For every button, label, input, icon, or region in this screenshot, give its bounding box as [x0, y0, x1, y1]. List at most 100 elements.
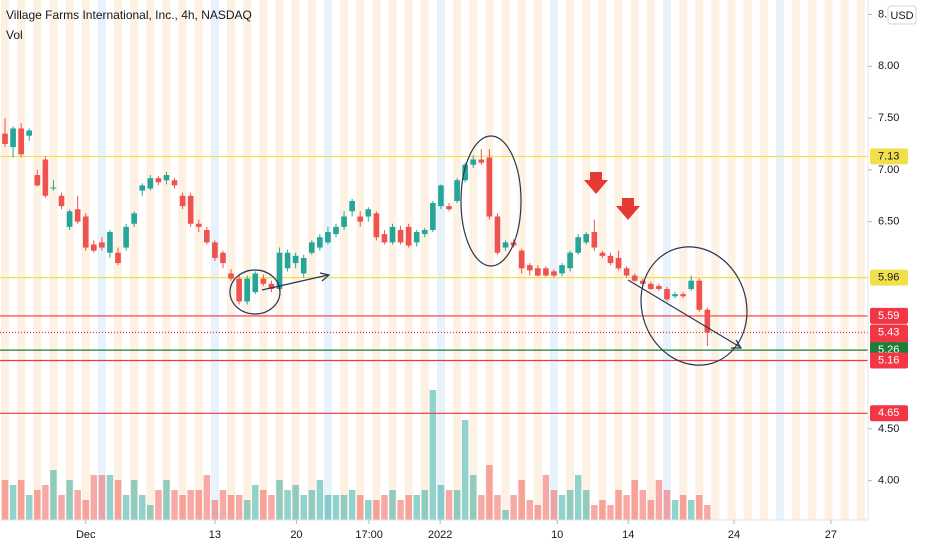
volume-bar	[139, 495, 146, 520]
candle-body	[470, 159, 477, 165]
session-band	[420, 0, 429, 520]
candle-body	[599, 252, 606, 256]
session-band	[582, 0, 591, 520]
candle-body	[446, 206, 452, 210]
candle-body	[220, 252, 226, 264]
level-label-box	[870, 269, 908, 286]
volume-bar	[1, 480, 9, 520]
volume-bar	[292, 485, 299, 520]
currency[interactable]: USD	[890, 10, 913, 22]
volume-bar	[607, 505, 614, 520]
volume-bar	[704, 505, 711, 520]
candle-body	[607, 255, 614, 264]
volume-bar	[316, 480, 324, 520]
y-tick-label: 7.50	[878, 112, 899, 124]
session-band	[759, 0, 768, 520]
candle-body	[389, 226, 396, 243]
volume-bar	[340, 495, 348, 520]
session-band	[33, 0, 42, 520]
volume-bar	[687, 500, 695, 520]
session-band	[17, 0, 26, 520]
session-band	[49, 0, 58, 520]
volume-bar	[348, 490, 356, 520]
session-band	[856, 0, 865, 520]
volume-bar	[163, 480, 170, 520]
currency-button[interactable]	[887, 5, 917, 25]
level-label: 7.13	[878, 150, 899, 162]
session-band	[0, 0, 10, 520]
volume-bar	[510, 495, 517, 520]
volume-bar	[227, 495, 235, 520]
volume-bar	[332, 495, 340, 520]
x-tick-label: 10	[551, 529, 563, 541]
x-tick-label: 20	[290, 529, 302, 541]
candle-body	[688, 280, 695, 290]
volume-bar	[526, 500, 533, 520]
trend-arrow	[261, 274, 329, 291]
volume-bar	[373, 500, 380, 520]
volume-bar	[615, 490, 622, 520]
candle-body	[365, 209, 372, 217]
session-band	[259, 0, 268, 520]
levels	[0, 155, 868, 414]
candle-body	[430, 203, 436, 230]
session-band	[65, 0, 74, 520]
candle-body	[551, 271, 557, 276]
candle-body	[534, 268, 541, 276]
ellipse	[640, 246, 748, 366]
session-band	[695, 0, 704, 520]
candle-body	[228, 273, 234, 279]
volume-bar	[235, 495, 243, 520]
candle-body	[317, 237, 323, 248]
candle-body	[90, 244, 97, 251]
trend-arrow	[627, 279, 741, 348]
candle-body	[42, 159, 49, 196]
candle-body	[656, 285, 662, 290]
volume-bar	[599, 500, 606, 520]
candle-body	[494, 216, 501, 253]
candle-body	[478, 159, 485, 163]
volume-bar	[583, 490, 590, 520]
volume-bar	[268, 495, 275, 520]
session-band	[323, 0, 332, 520]
candle-body	[567, 252, 573, 269]
session-band	[598, 0, 607, 520]
volume-bar	[219, 490, 227, 520]
volume-bar	[195, 490, 202, 520]
axes: 4.00 4.50 6.50 7.00 7.50 8.00 8.5 Dec 13 20 17:00 2…	[76, 8, 908, 541]
volume-bar	[631, 480, 638, 520]
volume-bar	[566, 490, 574, 520]
volume-bar	[42, 485, 49, 520]
session-band	[727, 0, 736, 520]
candle-body	[583, 234, 590, 243]
candle-body	[204, 229, 210, 243]
candle-body	[680, 294, 686, 297]
x-tick-label: 24	[728, 529, 740, 541]
candle-body	[357, 216, 364, 222]
volume-bar	[122, 495, 130, 520]
candle-body	[502, 242, 509, 248]
session-band	[227, 0, 236, 520]
x-tick-label: 13	[209, 529, 221, 541]
volume-bar	[34, 490, 41, 520]
session-band	[549, 0, 558, 520]
candle-body	[163, 175, 170, 181]
volume-bar	[461, 420, 469, 520]
candle-body	[276, 252, 283, 290]
candle-body	[631, 275, 638, 281]
volume-bar	[486, 465, 493, 520]
volume-bar	[187, 490, 194, 520]
session-band	[501, 0, 510, 520]
candle-body	[438, 185, 444, 207]
ellipse	[460, 135, 522, 267]
volume-bar	[300, 495, 307, 520]
candle-body	[244, 278, 251, 302]
volume-bar	[550, 490, 558, 520]
candle-body	[34, 175, 41, 186]
candle-body	[74, 209, 81, 222]
volume-bar	[147, 505, 154, 520]
candle-body	[195, 223, 202, 227]
session-band	[485, 0, 494, 520]
session-band	[356, 0, 365, 520]
candle-body	[308, 242, 315, 253]
